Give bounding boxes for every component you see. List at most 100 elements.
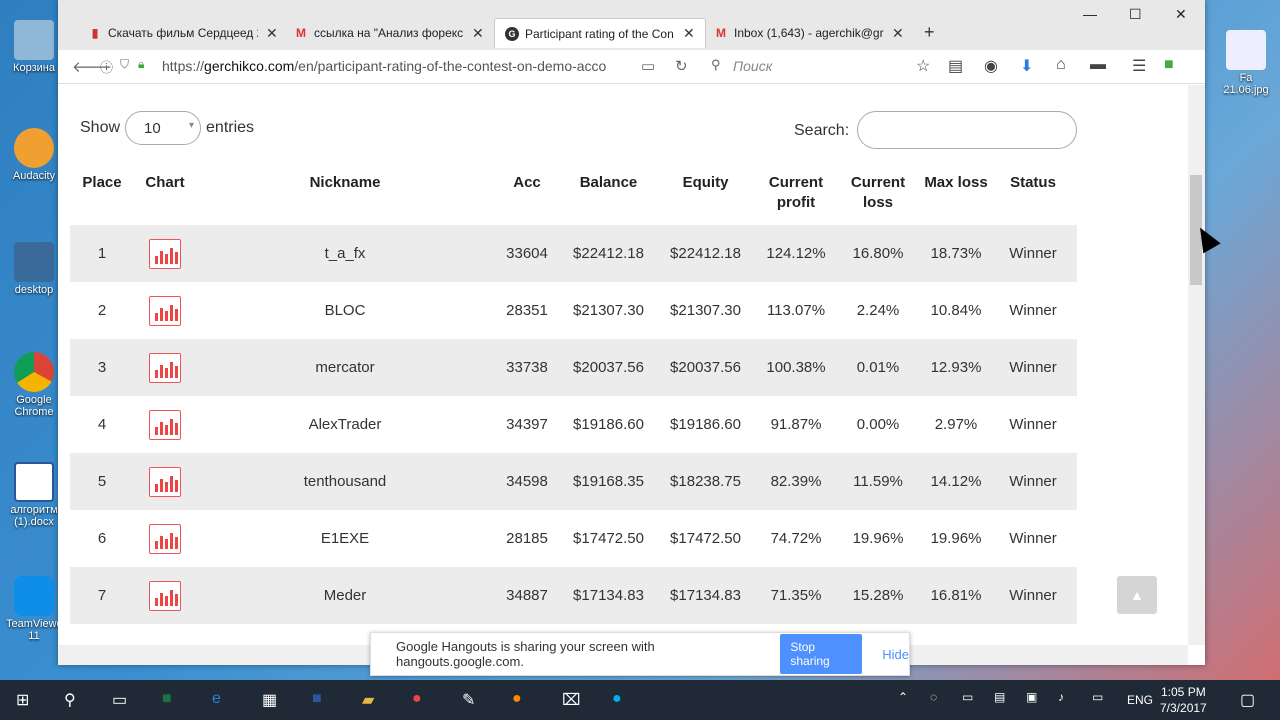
close-icon[interactable]: ✕ xyxy=(266,24,278,41)
desktop-icon-word-doc[interactable]: алгоритм (1).docx xyxy=(6,462,62,528)
cell-equity: $17134.83 xyxy=(670,587,741,604)
input-icon[interactable]: ▭ xyxy=(1092,690,1104,704)
hide-button[interactable]: Hide xyxy=(882,646,909,662)
windows-start-icon[interactable]: ⊞ xyxy=(16,692,30,709)
desktop-icon-teamviewer[interactable]: TeamViewer 11 xyxy=(6,576,66,642)
cell-nickname: tenthousand xyxy=(303,473,387,490)
chart-icon[interactable] xyxy=(149,409,181,440)
tab-gmail-link[interactable]: M ссылка на "Анализ форекс ✕ xyxy=(284,18,494,48)
reload-icon[interactable]: ↻ xyxy=(675,58,688,75)
stop-sharing-button[interactable]: Stop sharing xyxy=(780,634,863,674)
search-input[interactable] xyxy=(857,111,1077,149)
desktop-icon-folder[interactable]: desktop xyxy=(6,242,62,296)
chart-cell[interactable] xyxy=(134,339,196,396)
chevron-up-icon[interactable]: ⌃ xyxy=(898,690,909,704)
table-row: 7 Meder 34887 $17134.83 $17134.83 71.35% 15.28… xyxy=(70,567,1077,624)
battery-icon[interactable]: ▭ xyxy=(962,690,974,704)
col-header-balance[interactable]: Balance xyxy=(579,174,638,191)
col-header-nickname[interactable]: Nickname xyxy=(309,174,381,191)
extension-icon[interactable]: ▬ xyxy=(1090,56,1106,73)
back-icon[interactable]: 🡐 xyxy=(72,59,113,76)
tab-gmail-inbox[interactable]: M Inbox (1,643) - agerchik@gr ✕ xyxy=(704,18,914,48)
close-icon[interactable]: ✕ xyxy=(683,25,695,41)
table-row: 3 mercator 33738 $20037.56 $20037.56 100.38% 0… xyxy=(70,339,1077,396)
maximize-icon[interactable]: ☐ xyxy=(1129,6,1142,22)
volume-icon[interactable]: ♪ xyxy=(1058,690,1064,704)
scrollbar-thumb[interactable] xyxy=(1190,175,1202,285)
chart-cell[interactable] xyxy=(134,510,196,567)
desktop-icon-image[interactable]: Fa 21.06.jpg xyxy=(1218,30,1274,96)
chart-cell[interactable] xyxy=(134,567,196,624)
firefox-icon[interactable]: ● xyxy=(512,690,522,707)
chart-icon[interactable] xyxy=(149,466,181,497)
chart-icon[interactable] xyxy=(149,580,181,611)
chart-icon[interactable] xyxy=(149,238,181,269)
chart-cell[interactable] xyxy=(134,453,196,510)
search-icon[interactable]: ⚲ xyxy=(64,692,76,709)
language-indicator[interactable]: ENG xyxy=(1127,693,1154,707)
keyboard-icon[interactable]: ▤ xyxy=(994,690,1006,704)
tab-participant-rating[interactable]: G Participant rating of the Con ✕ xyxy=(494,18,706,48)
cell-max-loss: 16.81% xyxy=(930,587,982,604)
info-icon[interactable]: ⓘ xyxy=(100,60,114,75)
scroll-to-top-button[interactable]: ▲ xyxy=(1117,576,1157,614)
chart-icon[interactable] xyxy=(149,523,181,554)
browser-search-input[interactable]: Поиск xyxy=(733,58,773,74)
word-icon[interactable]: ■ xyxy=(312,690,322,707)
chart-cell[interactable] xyxy=(134,282,196,339)
desktop-icon-recycle[interactable]: Корзина xyxy=(6,20,62,74)
close-window-icon[interactable]: ✕ xyxy=(1175,6,1187,22)
terminal-icon[interactable]: ⌧ xyxy=(562,692,581,709)
tab-film[interactable]: ▮ Скачать фильм Сердцеед 2 ✕ xyxy=(78,18,288,48)
cell-status: Winner xyxy=(1009,359,1057,376)
addon-icon[interactable]: ■ xyxy=(1164,56,1174,73)
col-header-place[interactable]: Place xyxy=(82,174,122,191)
home-icon[interactable]: ⌂ xyxy=(1056,56,1066,73)
file-explorer-icon[interactable]: ▰ xyxy=(362,692,375,709)
menu-icon[interactable]: ☰ xyxy=(1132,58,1147,75)
task-view-icon[interactable]: ▭ xyxy=(112,692,128,709)
notifications-icon[interactable]: ▢ xyxy=(1240,692,1256,709)
desktop-icon-audacity[interactable]: Audacity xyxy=(6,128,62,182)
bookmarks-list-icon[interactable]: ▤ xyxy=(948,58,964,75)
col-header-current-loss[interactable]: Current loss xyxy=(850,174,906,211)
col-header-status[interactable]: Status xyxy=(1010,174,1056,191)
vertical-scrollbar[interactable] xyxy=(1188,85,1205,645)
chart-icon[interactable] xyxy=(149,352,181,383)
cell-status: Winner xyxy=(1009,587,1057,604)
chart-cell[interactable] xyxy=(134,396,196,453)
cell-equity: $22412.18 xyxy=(670,245,741,262)
col-header-max-loss[interactable]: Max loss xyxy=(924,174,988,191)
gmail-icon: M xyxy=(716,26,726,40)
reader-view-icon[interactable]: ▭ xyxy=(641,58,656,75)
desktop-icon-label: Google Chrome xyxy=(14,394,54,418)
store-icon[interactable]: ▦ xyxy=(262,692,278,709)
chart-icon[interactable] xyxy=(149,295,181,326)
excel-icon[interactable]: ■ xyxy=(162,690,172,707)
chrome-icon[interactable]: ● xyxy=(412,690,422,707)
col-header-acc[interactable]: Acc xyxy=(513,174,541,191)
col-header-equity[interactable]: Equity xyxy=(682,174,729,191)
pocket-icon[interactable]: ◉ xyxy=(984,58,998,75)
col-header-chart[interactable]: Chart xyxy=(145,174,185,191)
close-icon[interactable]: ✕ xyxy=(892,24,904,41)
gerchik-icon: G xyxy=(505,26,519,41)
cell-balance: $19186.60 xyxy=(573,416,644,433)
skype-icon[interactable]: ● xyxy=(612,690,622,707)
close-icon[interactable]: ✕ xyxy=(472,24,484,41)
clock[interactable]: 1:05 PM 7/3/2017 xyxy=(1160,684,1207,716)
display-icon[interactable]: ▣ xyxy=(1026,690,1038,704)
cell-balance: $20037.56 xyxy=(573,359,644,376)
desktop-icon-chrome[interactable]: Google Chrome xyxy=(6,352,62,418)
new-tab-button[interactable]: + xyxy=(924,22,935,42)
download-icon[interactable]: ⬇ xyxy=(1020,58,1034,75)
chart-cell[interactable] xyxy=(134,225,196,282)
url-bar[interactable]: https://gerchikco.com/en/participant-rat… xyxy=(162,58,622,74)
app-icon[interactable]: ✎ xyxy=(462,692,476,709)
entries-select[interactable]: 10 ▾ xyxy=(125,111,202,145)
network-icon[interactable]: ◌ xyxy=(930,690,938,704)
edge-icon[interactable]: e xyxy=(212,690,221,707)
col-header-current-profit[interactable]: Current profit xyxy=(768,174,824,211)
minimize-icon[interactable]: — xyxy=(1083,6,1097,22)
bookmark-star-icon[interactable]: ☆ xyxy=(916,58,931,75)
